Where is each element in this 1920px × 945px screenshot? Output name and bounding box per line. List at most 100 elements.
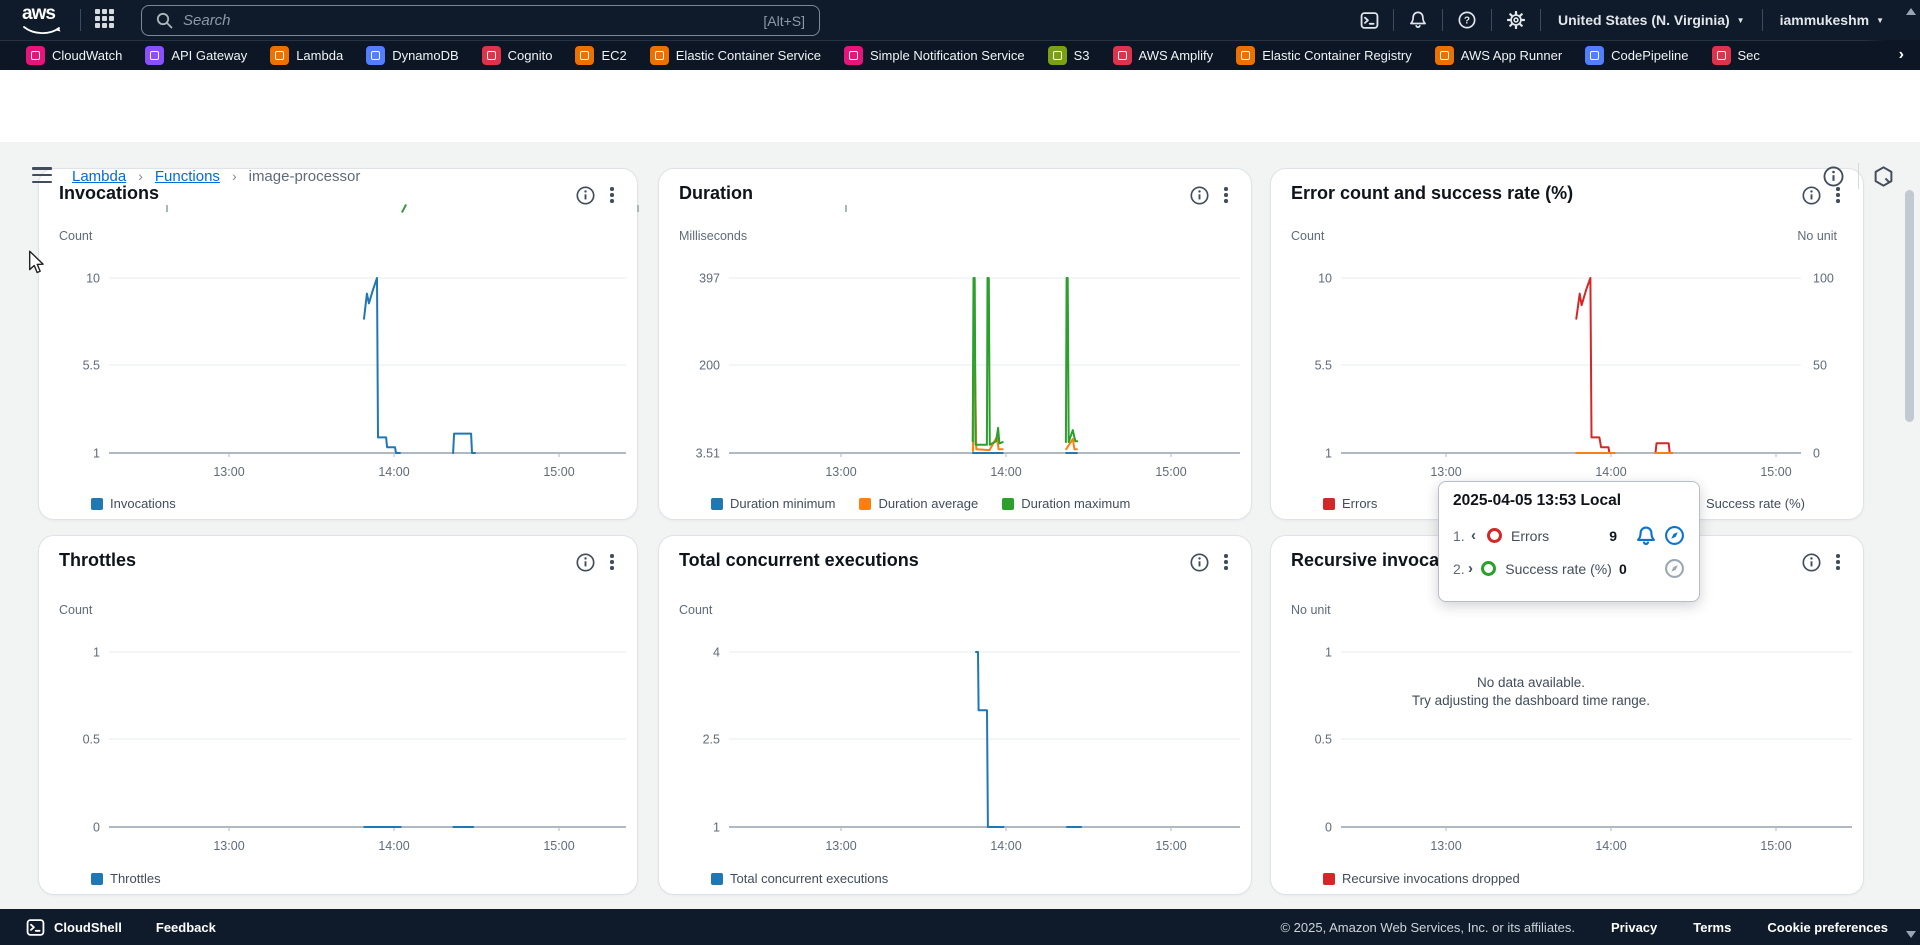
info-icon[interactable] (1823, 166, 1844, 187)
svg-text:1: 1 (1325, 447, 1332, 461)
privacy-link[interactable]: Privacy (1611, 920, 1657, 935)
tooltip-row-chevron[interactable]: › (1468, 560, 1481, 577)
svg-text:13:00: 13:00 (1430, 839, 1461, 853)
svg-text:10: 10 (1318, 272, 1332, 286)
y-axis-unit-left: Count (59, 229, 92, 243)
favorite-service-aws-amplify[interactable]: AWS Amplify (1113, 46, 1214, 65)
scrollbar-up-arrow[interactable] (1906, 8, 1916, 15)
settings-gear-icon[interactable] (1501, 5, 1531, 35)
legend-swatch (711, 498, 723, 510)
svg-text:10: 10 (86, 272, 100, 286)
info-icon[interactable] (1802, 186, 1821, 210)
service-icon (575, 46, 594, 65)
scrollbar-thumb[interactable] (1905, 190, 1914, 422)
cookie-preferences-link[interactable]: Cookie preferences (1767, 920, 1888, 935)
search-input[interactable] (183, 12, 763, 29)
favorite-service-label: Sec (1738, 48, 1760, 63)
chart-plot-area[interactable]: 105.5110050013:0014:0015:00 (1271, 169, 1865, 521)
region-selector[interactable]: United States (N. Virginia) ▼ (1550, 12, 1753, 28)
services-grid-icon[interactable] (95, 9, 117, 31)
favorite-service-sec[interactable]: Sec (1712, 46, 1760, 65)
favorite-service-ec2[interactable]: EC2 (575, 46, 626, 65)
service-icon (270, 46, 289, 65)
info-icon[interactable] (576, 186, 595, 210)
chart-title: Total concurrent executions (679, 550, 919, 571)
kebab-menu-icon[interactable] (1217, 553, 1235, 571)
hamburger-menu-icon[interactable] (32, 167, 52, 183)
breadcrumb-item-lambda[interactable]: Lambda (72, 168, 126, 185)
help-icon[interactable]: ? (1452, 5, 1482, 35)
info-icon[interactable] (1802, 553, 1821, 577)
svg-text:5.5: 5.5 (83, 359, 100, 373)
info-icon[interactable] (1190, 553, 1209, 577)
legend-label: Duration minimum (730, 496, 835, 511)
explore-metric-icon[interactable] (1664, 525, 1685, 546)
user-menu[interactable]: iammukeshm ▼ (1772, 12, 1892, 28)
favorite-service-simple-notification-service[interactable]: Simple Notification Service (844, 46, 1025, 65)
tooltip-timestamp: 2025-04-05 13:53 Local (1453, 492, 1685, 510)
cloudshell-icon[interactable] (1354, 5, 1384, 35)
feedback-button[interactable]: Feedback (156, 920, 216, 935)
svg-text:14:00: 14:00 (378, 839, 409, 853)
favorite-service-codepipeline[interactable]: CodePipeline (1585, 46, 1688, 65)
kebab-menu-icon[interactable] (1829, 553, 1847, 571)
favorites-overflow-chevron-icon[interactable]: › (1864, 40, 1920, 70)
service-icon (482, 46, 501, 65)
notifications-bell-icon[interactable] (1403, 5, 1433, 35)
tooltip-series-label: Errors (1511, 528, 1599, 544)
chevron-down-icon: ▼ (1876, 16, 1884, 25)
favorite-service-dynamodb[interactable]: DynamoDB (366, 46, 458, 65)
kebab-menu-icon[interactable] (603, 553, 621, 571)
aws-logo[interactable]: aws (22, 5, 66, 35)
legend-item-throttles[interactable]: Throttles (91, 871, 161, 886)
favorite-service-s3[interactable]: S3 (1048, 46, 1090, 65)
cloudshell-button[interactable]: CloudShell (26, 919, 122, 936)
tooltip-series-value: 0 (1612, 561, 1627, 577)
legend-item-total-concurrent-executions[interactable]: Total concurrent executions (711, 871, 888, 886)
favorite-service-label: Cognito (508, 48, 553, 63)
tooltip-row-errors: 1.‹Errors9 (1453, 519, 1685, 552)
search-shortcut-hint: [Alt+S] (763, 13, 805, 29)
y-axis-unit-left: No unit (1291, 603, 1331, 617)
breadcrumb: Lambda›Functions›image-processor (72, 140, 360, 212)
favorite-service-cognito[interactable]: Cognito (482, 46, 553, 65)
svg-text:2.5: 2.5 (703, 733, 720, 747)
tooltip-row-chevron[interactable]: ‹ (1471, 527, 1487, 544)
legend-item-duration-maximum[interactable]: Duration maximum (1002, 496, 1130, 511)
info-icon[interactable] (576, 553, 595, 577)
chart-plot-area[interactable]: 10.5013:0014:0015:00 (39, 536, 639, 896)
legend-item-duration-average[interactable]: Duration average (859, 496, 978, 511)
scrollbar-down-arrow[interactable] (1906, 931, 1916, 938)
legend-item-recursive-invocations-dropped[interactable]: Recursive invocations dropped (1323, 871, 1520, 886)
favorite-service-label: Elastic Container Service (676, 48, 821, 63)
legend-item-invocations[interactable]: Invocations (91, 496, 176, 511)
service-icon (844, 46, 863, 65)
legend-item-duration-minimum[interactable]: Duration minimum (711, 496, 835, 511)
favorite-service-lambda[interactable]: Lambda (270, 46, 343, 65)
chart-plot-area[interactable]: 105.5113:0014:0015:00 (39, 169, 639, 521)
amazon-q-icon[interactable] (1873, 166, 1894, 187)
legend-label: Errors (1342, 496, 1377, 511)
favorite-service-elastic-container-registry[interactable]: Elastic Container Registry (1236, 46, 1412, 65)
chart-plot-area[interactable]: 42.5113:0014:0015:00 (659, 536, 1253, 896)
legend-item-success-rate-[interactable]: Success rate (%) (1687, 496, 1805, 511)
kebab-menu-icon[interactable] (1217, 186, 1235, 204)
legend-item-errors[interactable]: Errors (1323, 496, 1377, 511)
svg-text:50: 50 (1813, 359, 1827, 373)
chart-plot-area[interactable]: 3972003.5113:0014:0015:00 (659, 169, 1253, 521)
info-icon[interactable] (1190, 186, 1209, 210)
tooltip-row-success-rate-: 2.›Success rate (%)0 (1453, 552, 1685, 585)
legend-swatch (91, 498, 103, 510)
search-box[interactable]: [Alt+S] (141, 5, 820, 36)
favorite-service-cloudwatch[interactable]: CloudWatch (26, 46, 122, 65)
favorite-service-elastic-container-service[interactable]: Elastic Container Service (650, 46, 821, 65)
kebab-menu-icon[interactable] (603, 186, 621, 204)
breadcrumb-item-functions[interactable]: Functions (155, 168, 220, 185)
favorite-service-label: Lambda (296, 48, 343, 63)
favorite-service-api-gateway[interactable]: API Gateway (145, 46, 247, 65)
explore-metric-icon-disabled[interactable] (1664, 558, 1685, 579)
svg-text:13:00: 13:00 (213, 465, 244, 479)
favorite-service-aws-app-runner[interactable]: AWS App Runner (1435, 46, 1562, 65)
create-alarm-bell-icon[interactable] (1636, 526, 1656, 546)
terms-link[interactable]: Terms (1693, 920, 1731, 935)
